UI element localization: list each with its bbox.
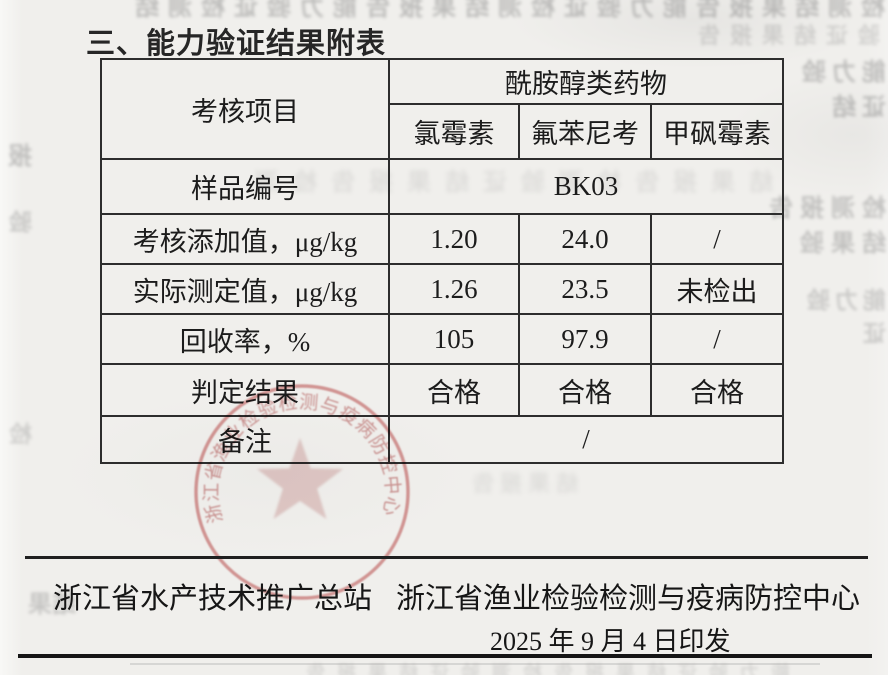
org-name: 浙江省水产技术推广总站 [53, 583, 373, 615]
table-row: 判定结果 合格 合格 合格 [100, 363, 785, 417]
bleedthrough-text: 能力验 证结 [783, 59, 886, 121]
remark-cell: / [387, 415, 785, 464]
bleedthrough-text: 验证结果报告 [687, 23, 880, 48]
value-cell: 合格 [388, 363, 520, 417]
value-cell: / [649, 213, 785, 265]
row-label-cell: 备注 [100, 415, 390, 464]
value-cell: 23.5 [518, 263, 652, 315]
bleedthrough-text: 报 [8, 143, 32, 170]
column-header-cell: 甲砜霉素 [649, 103, 785, 160]
footer-separator-line [25, 556, 868, 559]
section-title: 三、能力验证结果附表 [86, 28, 387, 60]
table-row: 考核添加值，μg/kg 1.20 24.0 / [100, 213, 785, 265]
table-row: 实际测定值，μg/kg 1.26 23.5 未检出 [100, 263, 785, 315]
column-header-cell: 氯霉素 [388, 103, 520, 160]
bleedthrough-text: 检 [9, 421, 32, 447]
value-cell: 合格 [518, 363, 652, 417]
row-label-cell: 判定结果 [100, 363, 390, 417]
corner-header-cell: 考核项目 [100, 58, 390, 160]
sample-id-cell: BK03 [387, 158, 785, 215]
proficiency-results-table: 考核项目 酰胺醇类药物 氯霉素 氟苯尼考 甲砜霉素 样品编号 BK03 考核添加… [100, 58, 785, 464]
bleedthrough-text: 结果报告 [465, 471, 578, 496]
table-row: 备注 / [100, 415, 785, 464]
issuing-organizations: 浙江省水产技术推广总站 浙江省渔业检验检测与疫病防控中心 [53, 575, 860, 617]
value-cell: 1.20 [388, 213, 520, 265]
issue-date: 2025 年 9 月 4 日印发 [490, 627, 731, 656]
value-cell: / [649, 313, 785, 365]
bleedthrough-text: 验 [9, 209, 32, 235]
table-row: 样品编号 BK03 [100, 158, 785, 215]
row-label-cell: 样品编号 [100, 158, 390, 215]
row-label-cell: 回收率，% [100, 313, 390, 365]
value-cell: 1.26 [388, 263, 520, 315]
table-row: 回收率，% 105 97.9 / [100, 313, 785, 365]
value-cell: 105 [388, 313, 520, 365]
footer-bottom-line-shadow [130, 663, 820, 665]
org-name: 浙江省渔业检验检测与疫病防控中心 [396, 583, 861, 615]
value-cell: 24.0 [518, 213, 652, 265]
row-label-cell: 考核添加值，μg/kg [100, 213, 390, 265]
bleedthrough-text: 能力验证 [802, 287, 886, 347]
column-header-cell: 氟苯尼考 [518, 103, 652, 160]
value-cell: 97.9 [518, 313, 652, 365]
row-label-cell: 实际测定值，μg/kg [100, 263, 390, 315]
value-cell: 合格 [649, 363, 785, 417]
value-cell: 未检出 [649, 263, 785, 315]
group-header-cell: 酰胺醇类药物 [387, 58, 785, 105]
footer-bottom-line [18, 654, 872, 658]
